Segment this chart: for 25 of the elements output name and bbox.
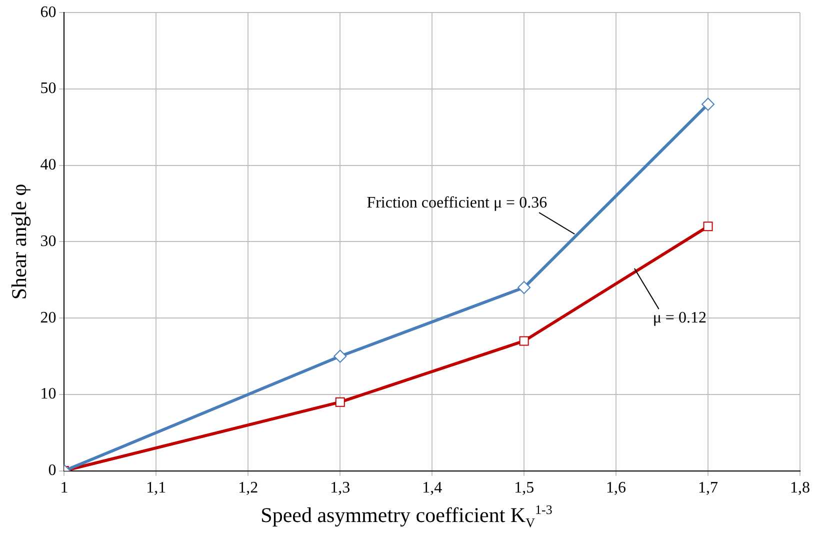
x-tick-label: 1,2: [238, 480, 258, 497]
point: [702, 98, 715, 111]
x-tick-label: 1,8: [790, 480, 810, 497]
y-tick-label: 30: [40, 232, 56, 250]
x-tick-label: 1: [60, 480, 68, 497]
y-tick-label: 50: [40, 80, 56, 98]
x-tick-label: 1,4: [422, 480, 442, 497]
text: μ = 0.12: [652, 309, 706, 326]
text: Friction coefficient μ = 0.36: [366, 194, 548, 212]
y-tick-label: 10: [40, 386, 56, 403]
x-tick-label: 1,3: [330, 480, 350, 497]
y-tick-label: 60: [40, 4, 56, 21]
y-axis-title: Shear angle φ: [7, 184, 32, 300]
x-tick-label: 1,6: [606, 480, 626, 497]
point: [334, 350, 347, 363]
x-tick-label: 1,5: [514, 480, 534, 497]
y-tick-label: 40: [40, 156, 56, 174]
point: [519, 336, 529, 346]
point: [335, 397, 345, 407]
point: [518, 281, 531, 294]
point: [703, 222, 713, 232]
x-tick-label: 1,1: [146, 480, 166, 497]
y-tick-label: 0: [48, 462, 56, 480]
x-tick-label: 1,7: [698, 480, 718, 497]
y-tick-label: 20: [40, 309, 56, 326]
